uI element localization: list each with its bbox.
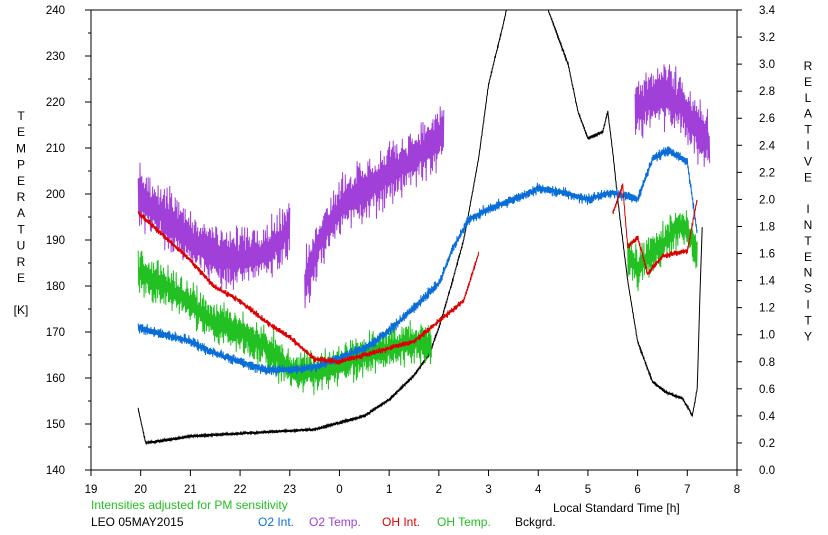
legend-entry: OH Temp. [437, 515, 491, 529]
axis-title-letter: T [804, 313, 812, 327]
axis-title-letter: Y [804, 329, 812, 343]
series-line [137, 146, 698, 376]
legend: O2 Int. O2 Temp. OH Int. OH Temp. Bckgrd. [258, 515, 556, 529]
axis-title-letter: T [804, 123, 812, 137]
right-axis: 0.0 0.2 0.4 0.6 0.8 1.0 1.2 1.4 1.6 1.8 2.0 2.2 2.4 2… [737, 5, 776, 477]
left-tick-label: 170 [46, 327, 65, 339]
x-tick-label: 4 [535, 484, 542, 496]
station-date-label: LEO 05MAY2015 [91, 515, 184, 529]
x-tick-label: 0 [336, 484, 342, 496]
left-tick-label: 230 [46, 51, 65, 63]
x-tick-label: 7 [684, 484, 690, 496]
x-tick-label: 5 [585, 484, 591, 496]
axis-title-letter: A [804, 107, 812, 121]
x-tick-label: 6 [634, 484, 640, 496]
left-tick-label: 140 [46, 465, 65, 477]
x-tick-label: 19 [85, 484, 98, 496]
axis-title-letter: M [16, 141, 26, 155]
left-axis: 140 150 160 170 180 190 200 210 220 230 240 [46, 5, 91, 477]
left-axis-unit: [K] [14, 303, 29, 317]
left-tick-label: 220 [46, 97, 65, 109]
x-tick-label: 1 [386, 484, 392, 496]
x-tick-label: 23 [283, 484, 296, 496]
legend-entry: O2 Int. [258, 515, 294, 529]
left-tick-label: 180 [46, 281, 65, 293]
axis-title-letter: V [804, 154, 812, 168]
right-tick-label: 2.8 [759, 86, 775, 98]
axis-title-letter: E [804, 250, 812, 264]
legend-entry: Bckgrd. [515, 515, 556, 529]
series-line [137, 162, 291, 291]
axis-title-letter: S [804, 282, 812, 296]
axis-title-letter: N [804, 218, 813, 232]
series-line [612, 183, 698, 275]
right-tick-label: 2.0 [759, 194, 775, 206]
right-tick-label: 1.6 [759, 249, 775, 261]
axis-title-letter: E [804, 75, 812, 89]
axis-title-letter: P [17, 158, 25, 172]
axis-title-letter: A [17, 206, 25, 220]
x-axis-title: Local Standard Time [h] [553, 501, 680, 515]
left-tick-label: 200 [46, 189, 65, 201]
axis-title-letter: E [17, 271, 25, 285]
x-tick-label: 2 [436, 484, 442, 496]
x-tick-label: 20 [134, 484, 147, 496]
right-tick-label: 2.2 [759, 167, 775, 179]
axis-title-letter: R [17, 255, 26, 269]
axis-title-letter: R [804, 59, 813, 73]
right-tick-label: 1.8 [759, 221, 775, 233]
series-line [634, 64, 711, 167]
right-tick-label: 3.2 [759, 32, 775, 44]
x-tick-label: 3 [485, 484, 491, 496]
right-tick-label: 2.4 [759, 140, 776, 152]
right-tick-label: 1.0 [759, 330, 775, 342]
legend-entry: OH Int. [382, 515, 420, 529]
right-tick-label: 0.8 [759, 357, 775, 369]
axis-title-letter: E [804, 170, 812, 184]
series-line [137, 250, 432, 396]
series-line [304, 106, 445, 309]
left-tick-label: 240 [46, 5, 65, 17]
left-tick-label: 150 [46, 419, 65, 431]
axis-title-letter: R [17, 190, 26, 204]
right-tick-label: 1.2 [759, 303, 775, 315]
right-tick-label: 1.4 [759, 276, 776, 288]
axis-title-letter: U [17, 239, 26, 253]
right-tick-label: 0.6 [759, 384, 775, 396]
axis-title-letter: T [17, 109, 25, 123]
x-tick-label: 21 [184, 484, 197, 496]
x-axis: 19 20 21 22 23 0 1 2 3 4 5 6 7 8 [85, 470, 740, 496]
axis-title-letter: L [805, 91, 812, 105]
sensitivity-note: Intensities adjusted for PM sensitivity [91, 498, 288, 512]
axis-title-letter: I [806, 139, 809, 153]
right-tick-label: 0.4 [759, 411, 776, 423]
left-tick-label: 160 [46, 373, 65, 385]
right-tick-label: 3.0 [759, 59, 775, 71]
left-tick-label: 190 [46, 235, 65, 247]
axis-title-letter: I [806, 202, 809, 216]
series-line [137, 211, 480, 365]
axis-title-letter: E [17, 125, 25, 139]
series-layer [137, 10, 711, 446]
series-line [137, 10, 703, 446]
axis-title-letter: E [17, 174, 25, 188]
right-tick-label: 2.6 [759, 113, 775, 125]
axis-title-letter: T [17, 222, 25, 236]
legend-entry: O2 Temp. [309, 515, 361, 529]
x-tick-label: 8 [734, 484, 740, 496]
right-tick-label: 0.2 [759, 438, 775, 450]
axis-title-letter: N [804, 266, 813, 280]
right-tick-label: 3.4 [759, 5, 776, 17]
axis-title-letter: I [806, 298, 809, 312]
axis-title-letter: T [804, 234, 812, 248]
left-tick-label: 210 [46, 143, 65, 155]
x-tick-label: 22 [234, 484, 247, 496]
right-tick-label: 0.0 [759, 465, 775, 477]
